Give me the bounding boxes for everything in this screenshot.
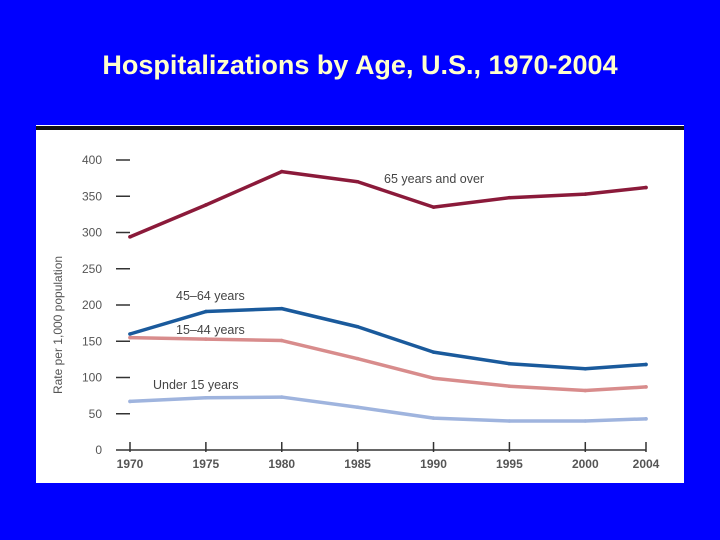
data-point xyxy=(507,195,512,200)
data-point xyxy=(279,395,284,399)
data-point xyxy=(128,235,132,239)
series-labels: 65 years and over 45–64 years 15–44 years U… xyxy=(153,172,484,392)
data-point xyxy=(507,384,512,389)
data-point xyxy=(128,399,132,404)
series-lines xyxy=(128,169,648,423)
x-tick-label: 1985 xyxy=(344,457,371,471)
data-point xyxy=(431,205,436,209)
data-point xyxy=(644,385,648,389)
axes: 0 50 100 150 200 250 300 350 400 1970 1975 1980 1985… xyxy=(82,153,660,471)
y-tick-label: 150 xyxy=(82,334,102,348)
series-line xyxy=(128,169,648,239)
series-label: Under 15 years xyxy=(153,378,238,392)
data-point xyxy=(355,356,360,361)
y-axis-label: Rate per 1,000 population xyxy=(51,256,65,394)
y-tick-label: 0 xyxy=(95,443,102,457)
x-tick-label: 2000 xyxy=(572,457,599,471)
x-tick-label: 1975 xyxy=(193,457,220,471)
data-point xyxy=(644,417,648,421)
series-label: 45–64 years xyxy=(176,289,245,303)
data-point xyxy=(204,309,208,314)
line-chart: Rate per 1,000 population 0 50 100 150 200 25… xyxy=(51,153,660,471)
data-point xyxy=(279,169,284,174)
data-point xyxy=(279,306,284,311)
x-tick-label: 2004 xyxy=(633,457,660,471)
data-point xyxy=(644,362,648,367)
y-tick-label: 350 xyxy=(82,189,102,203)
x-tick-label: 1970 xyxy=(117,457,144,471)
data-point xyxy=(507,419,512,423)
data-point xyxy=(355,179,360,184)
data-point xyxy=(128,332,132,336)
data-point xyxy=(507,361,512,366)
y-tick-label: 200 xyxy=(82,298,102,312)
data-point xyxy=(204,396,208,400)
data-point xyxy=(279,338,284,343)
data-point xyxy=(583,388,588,393)
y-tick-label: 400 xyxy=(82,153,102,167)
slide-title: Hospitalizations by Age, U.S., 1970-2004 xyxy=(102,50,618,80)
data-point xyxy=(204,337,208,341)
series-label: 15–44 years xyxy=(176,323,245,337)
y-tick-label: 250 xyxy=(82,262,102,276)
series-label: 65 years and over xyxy=(384,172,484,186)
data-point xyxy=(583,192,588,196)
y-tick-label: 300 xyxy=(82,226,102,240)
data-point xyxy=(583,367,588,371)
series-line xyxy=(128,335,648,393)
x-tick-label: 1995 xyxy=(496,457,523,471)
x-tick-label: 1990 xyxy=(420,457,447,471)
series-line xyxy=(128,306,648,371)
series-line xyxy=(128,395,648,423)
data-point xyxy=(204,203,208,207)
x-tick-label: 1980 xyxy=(268,457,295,471)
y-tick-label: 100 xyxy=(82,371,102,385)
panel-top-rule xyxy=(36,126,684,130)
y-tick-label: 50 xyxy=(89,407,103,421)
data-point xyxy=(355,324,360,329)
data-point xyxy=(128,335,132,340)
chart-panel xyxy=(36,125,684,483)
data-point xyxy=(583,419,588,423)
data-point xyxy=(355,405,360,410)
data-point xyxy=(431,376,436,381)
data-point xyxy=(644,185,648,190)
data-point xyxy=(431,350,436,354)
data-point xyxy=(431,416,436,420)
